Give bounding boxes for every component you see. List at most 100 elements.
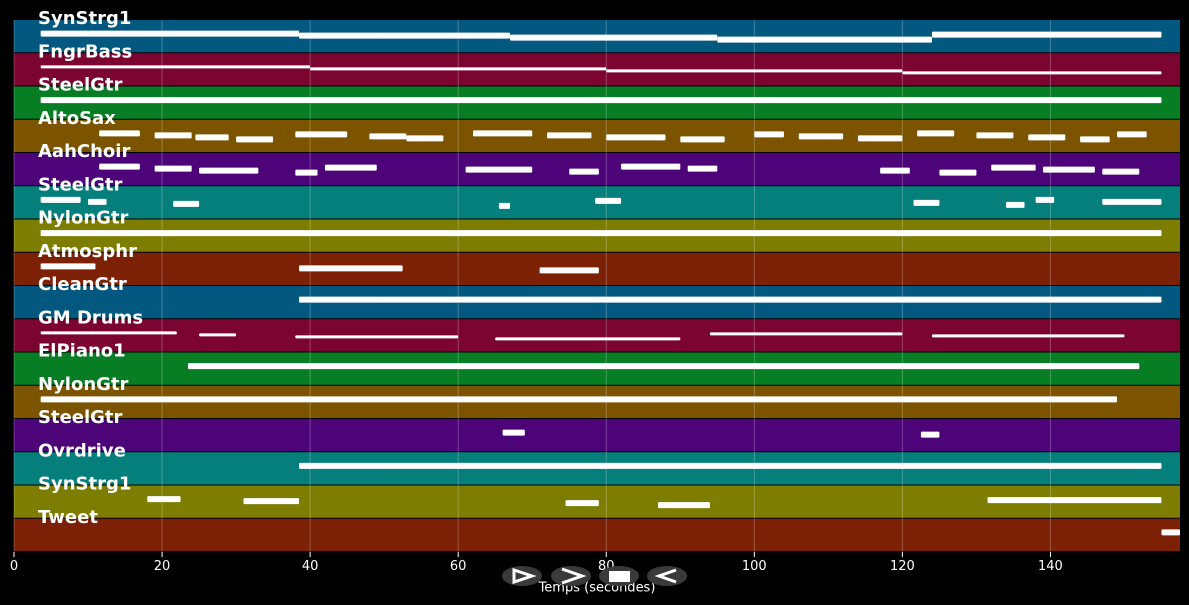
back-button[interactable] (647, 566, 687, 586)
note (1035, 196, 1055, 203)
track-band (14, 518, 1180, 551)
note (502, 429, 525, 436)
note (472, 130, 533, 137)
track-label: NylonGtr (38, 208, 129, 229)
note (1043, 166, 1095, 173)
track-label: FngrBass (38, 41, 132, 62)
notes (40, 30, 1180, 536)
note (539, 267, 599, 274)
note (939, 169, 977, 176)
x-tick-label: 100 (742, 559, 767, 574)
note (569, 168, 599, 175)
track-label: AahChoir (38, 141, 130, 162)
note (510, 34, 718, 41)
note (187, 363, 1140, 370)
play-button[interactable] (502, 566, 542, 586)
x-tick-label: 120 (890, 559, 915, 574)
stop-button[interactable] (599, 566, 639, 586)
note (154, 132, 192, 139)
note (406, 135, 444, 142)
note (40, 230, 1162, 237)
track-label: ElPiano1 (38, 341, 126, 362)
note (1006, 201, 1025, 208)
track-label: SteelGtr (38, 174, 123, 195)
note (173, 200, 200, 207)
note (495, 337, 681, 341)
playback-controls (502, 566, 687, 586)
note (324, 164, 377, 171)
note (991, 164, 1036, 171)
note (199, 167, 259, 174)
note (295, 335, 459, 339)
note (709, 332, 903, 336)
note (299, 32, 511, 39)
note (299, 265, 403, 272)
note (798, 133, 844, 140)
note (498, 202, 511, 209)
note (40, 331, 177, 335)
note (195, 134, 229, 141)
note (154, 165, 192, 172)
track-label: SynStrg1 (38, 8, 131, 29)
x-tick-label: 20 (154, 559, 171, 574)
note (199, 333, 237, 337)
note (547, 132, 592, 139)
track-label: Tweet (38, 507, 98, 528)
note (310, 67, 607, 71)
note (658, 502, 710, 509)
note (40, 65, 311, 69)
note (1161, 529, 1180, 536)
note (1117, 131, 1147, 138)
note (606, 69, 903, 73)
note (931, 334, 1125, 338)
track-label: NylonGtr (38, 374, 129, 395)
track-label: AltoSax (38, 108, 116, 129)
x-axis-label: Temps (secondes) (538, 581, 656, 596)
track-label: Ovrdrive (38, 440, 126, 461)
note (880, 167, 910, 174)
x-tick-label: 140 (1038, 559, 1063, 574)
note (99, 163, 140, 170)
note (920, 431, 940, 438)
note (40, 196, 81, 203)
note (565, 500, 599, 507)
note (931, 31, 1162, 38)
note (40, 97, 1162, 104)
track-label: SteelGtr (38, 407, 123, 428)
track-band (14, 419, 1180, 452)
note (465, 166, 533, 173)
x-tick-label: 60 (450, 559, 467, 574)
note (595, 197, 622, 204)
note (1102, 198, 1162, 205)
x-tick-label: 40 (302, 559, 319, 574)
note (40, 263, 96, 270)
forward-button[interactable] (551, 566, 591, 586)
note (902, 71, 1162, 75)
note (987, 497, 1162, 504)
note (857, 135, 903, 142)
note (717, 36, 932, 43)
note (369, 133, 407, 140)
note (917, 130, 955, 137)
x-tick-label: 0 (10, 559, 18, 574)
note (99, 130, 140, 137)
track-label: Atmosphr (38, 241, 137, 262)
note (147, 496, 181, 503)
track-label: SynStrg1 (38, 474, 131, 495)
note (295, 169, 318, 176)
note (606, 134, 666, 141)
note (687, 165, 718, 172)
note (88, 198, 107, 205)
note (976, 132, 1014, 139)
note (40, 396, 1118, 403)
note (1102, 168, 1140, 175)
track-label: CleanGtr (38, 274, 127, 295)
note (754, 131, 784, 138)
note (236, 136, 274, 143)
note (1028, 134, 1066, 141)
note (295, 131, 348, 138)
track-label: GM Drums (38, 307, 143, 328)
note (913, 199, 940, 206)
track-labels: SynStrg1 FngrBass SteelGtr AltoSax AahChoir S… (38, 8, 143, 528)
